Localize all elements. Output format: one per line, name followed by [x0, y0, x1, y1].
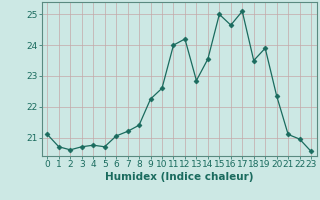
X-axis label: Humidex (Indice chaleur): Humidex (Indice chaleur) [105, 172, 253, 182]
